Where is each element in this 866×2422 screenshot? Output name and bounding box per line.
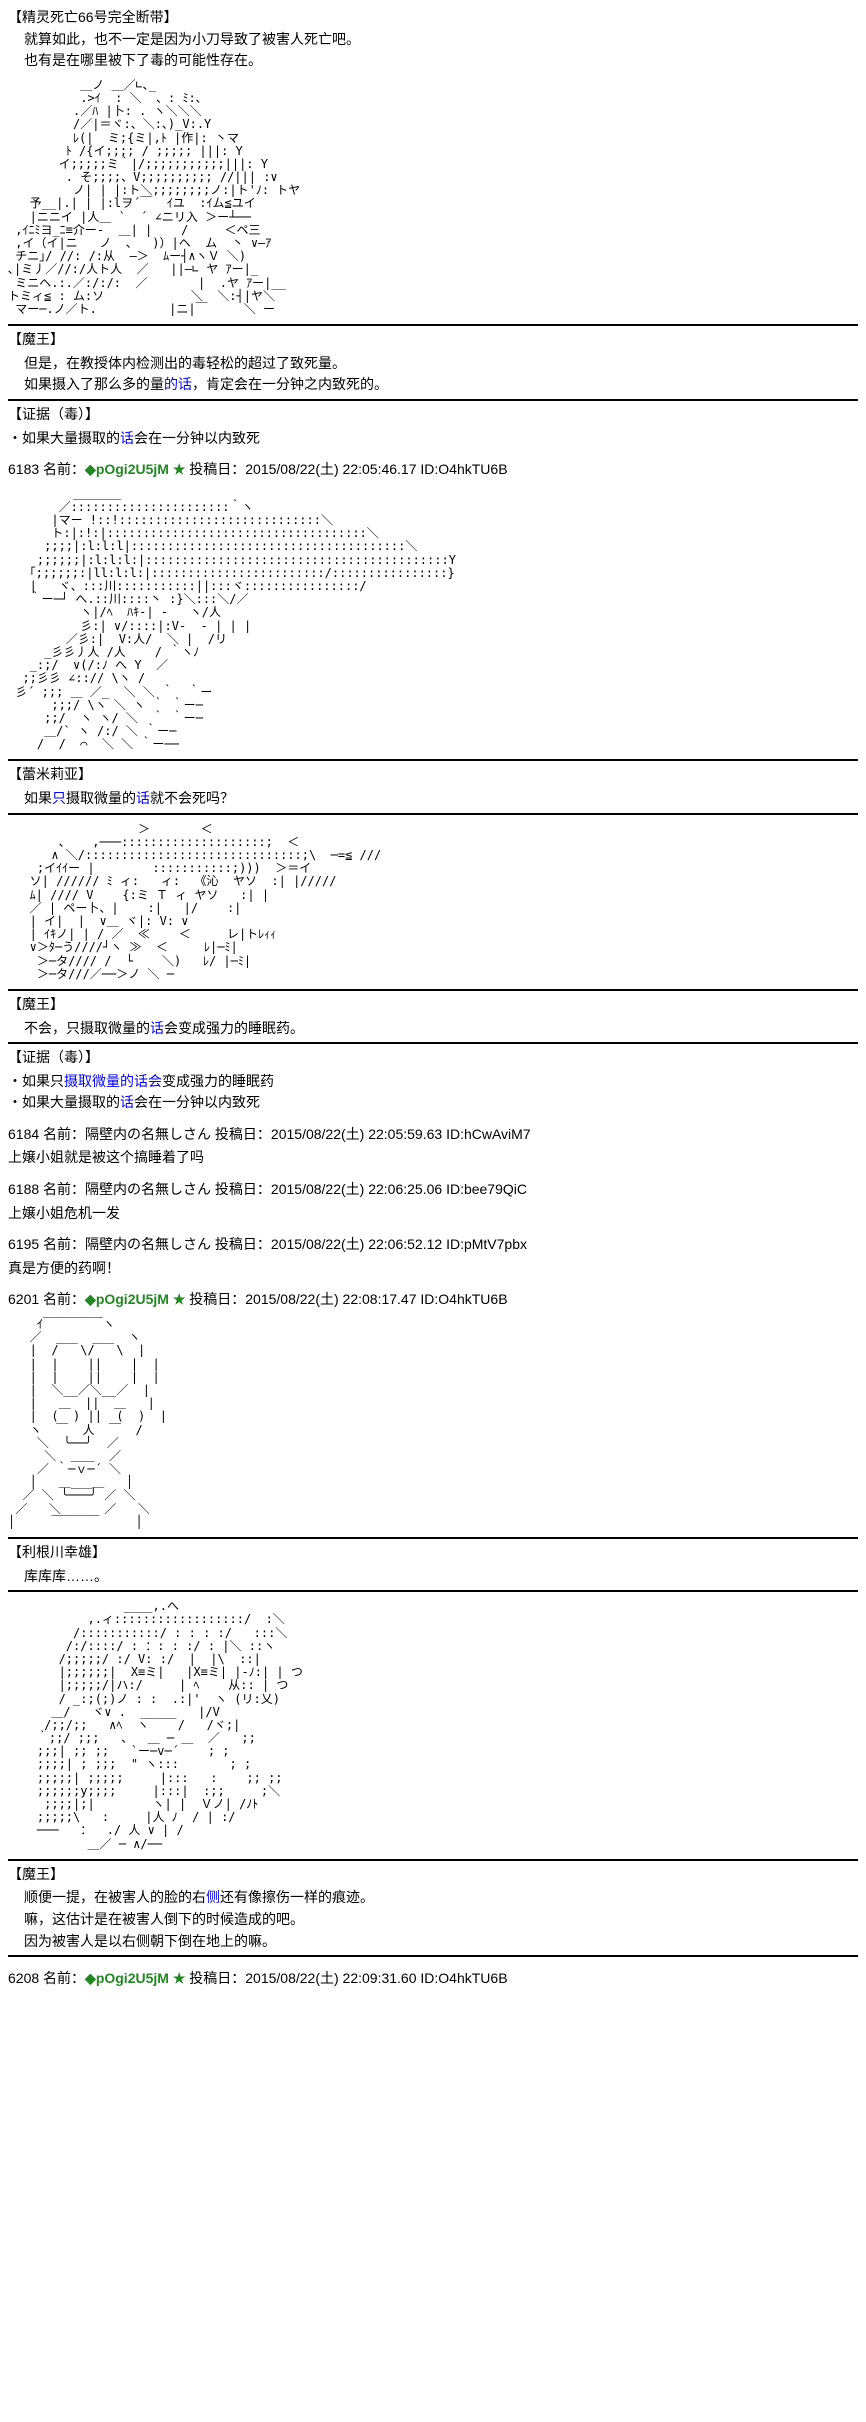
divider: [8, 813, 858, 815]
section-label: 【证据（毒）】: [8, 405, 858, 425]
dialogue-line: 库库库……。: [24, 1567, 858, 1587]
divider: [8, 1859, 858, 1861]
dialogue-line: 嘛，这估计是在被害人倒下的时候造成的吧。: [24, 1910, 858, 1930]
post-meta: 名前：隔壁内の名無しさん 投稿日：2015/08/22(土) 22:06:25.…: [39, 1181, 527, 1197]
ascii-art-1: ＿ノ ＿／∟､_ .>ｲ : ＼ 、: ﾐ:､ .／ﾊ |卜: . ヽ＼＼＼ /…: [8, 79, 858, 316]
post-date: 投稿日：2015/08/22(土) 22:09:31.60 ID:O4hkTU6…: [185, 1970, 507, 1986]
post-trip: ◆pOgi2U5jM ★: [85, 1291, 185, 1307]
dialogue-line: 如果摄入了那么多的量的话，肯定会在一分钟之内致死的。: [24, 375, 858, 395]
section-label: 【魔王】: [8, 1865, 858, 1885]
dialogue-line: 不会，只摄取微量的话会变成强力的睡眠药。: [24, 1019, 858, 1039]
post-comment: 上嬢小姐就是被这个搞睡着了吗: [8, 1148, 858, 1168]
post-date: 投稿日：2015/08/22(土) 22:05:46.17 ID:O4hkTU6…: [185, 461, 507, 477]
dialogue-line: 因为被害人是以右侧朝下倒在地上的嘛。: [24, 1932, 858, 1952]
dialogue-line: 如果只摄取微量的话就不会死吗？: [24, 789, 858, 809]
dialogue-line: 但是，在教授体内检测出的毒轻松的超过了致死量。: [24, 354, 858, 374]
dialogue-line: 就算如此，也不一定是因为小刀导致了被害人死亡吧。: [24, 30, 858, 50]
post-header: 6188 名前：隔壁内の名無しさん 投稿日：2015/08/22(土) 22:0…: [8, 1180, 858, 1200]
divider: [8, 1590, 858, 1592]
section-label: 【精灵死亡66号完全断带】: [8, 9, 178, 25]
ascii-art-2: ＿＿＿＿ ／::::::::::::::::::::::｀ヽ |マー !::!:…: [8, 488, 858, 752]
post-meta: 名前：隔壁内の名無しさん 投稿日：2015/08/22(土) 22:06:52.…: [39, 1236, 527, 1252]
section-header: 【精灵死亡66号完全断带】: [8, 8, 858, 28]
section-label: 【蕾米莉亚】: [8, 765, 858, 785]
divider: [8, 989, 858, 991]
section-label: 【利根川幸雄】: [8, 1543, 858, 1563]
post-trip: ◆pOgi2U5jM ★: [85, 461, 185, 477]
post-header: 6201 名前：◆pOgi2U5jM ★ 投稿日：2015/08/22(土) 2…: [8, 1290, 858, 1310]
divider: [8, 1042, 858, 1044]
post-name: 名前：: [43, 461, 85, 477]
post-name: 名前：: [39, 1291, 85, 1307]
divider: [8, 759, 858, 761]
section-label: 【魔王】: [8, 330, 858, 350]
evidence-item: ・如果大量摄取的话会在一分钟以内致死: [8, 1093, 858, 1113]
post-number: 6195: [8, 1236, 39, 1252]
post-number: 6184: [8, 1126, 39, 1142]
post-name: 名前：: [39, 1970, 85, 1986]
post-header: 6183 名前：◆pOgi2U5jM ★ 投稿日：2015/08/22(土) 2…: [8, 460, 858, 480]
post-header: 6195 名前：隔壁内の名無しさん 投稿日：2015/08/22(土) 22:0…: [8, 1235, 858, 1255]
dialogue-line: 顺便一提，在被害人的脸的右侧还有像擦伤一样的痕迹。: [24, 1888, 858, 1908]
post-comment: 真是方便的药啊！: [8, 1259, 858, 1279]
post-date: 投稿日：2015/08/22(土) 22:08:17.47 ID:O4hkTU6…: [185, 1291, 507, 1307]
post-number: 6201: [8, 1291, 39, 1307]
section-label: 【证据（毒）】: [8, 1048, 858, 1068]
ascii-art-3: ＞ ＜ 、 ,───::::::::::::::::::::; ＜ ∧ ＼/::…: [8, 823, 858, 981]
post-number: 6188: [8, 1181, 39, 1197]
post-trip: ◆pOgi2U5jM ★: [85, 1970, 185, 1986]
evidence-item: ・如果只摄取微量的话会变成强力的睡眠药: [8, 1072, 858, 1092]
post-meta: 名前：隔壁内の名無しさん 投稿日：2015/08/22(土) 22:05:59.…: [39, 1126, 530, 1142]
ascii-art-5: ____,.へ ,.ィ::::::::::::::::::/ :＼ /:::::…: [8, 1600, 858, 1851]
divider: [8, 324, 858, 326]
post-number: 6208: [8, 1970, 39, 1986]
section-label: 【魔王】: [8, 995, 858, 1015]
divider: [8, 399, 858, 401]
post-number: 6183: [8, 461, 39, 477]
post-header: 6208 名前：◆pOgi2U5jM ★ 投稿日：2015/08/22(土) 2…: [8, 1969, 858, 1989]
post-header: 6184 名前：隔壁内の名無しさん 投稿日：2015/08/22(土) 22:0…: [8, 1125, 858, 1145]
evidence-item: ・如果大量摄取的话会在一分钟以内致死: [8, 429, 858, 449]
post-comment: 上嬢小姐危机一发: [8, 1204, 858, 1224]
divider: [8, 1537, 858, 1539]
dialogue-line: 也有是在哪里被下了毒的可能性存在。: [24, 51, 858, 71]
ascii-art-4: ｲ￣￣￣￣￣ヽ ／ ___ ___ ヽ | / \/ \ | | | || | …: [8, 1318, 858, 1529]
divider: [8, 1955, 858, 1957]
